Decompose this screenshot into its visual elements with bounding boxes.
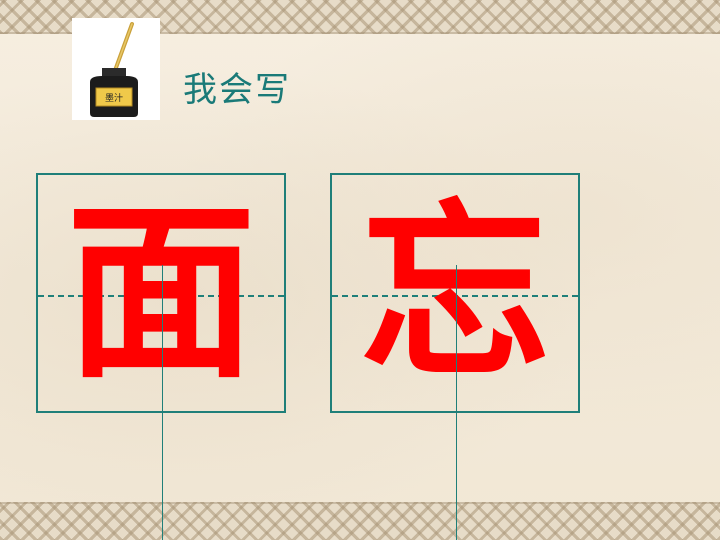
decorative-border-bottom <box>0 502 720 540</box>
horizontal-guide-line <box>38 295 284 297</box>
page-title: 我会写 <box>183 70 291 110</box>
writing-grid-2: 忘 <box>330 173 580 540</box>
horizontal-guide-line <box>332 295 578 297</box>
ink-label-text: 墨汁 <box>105 92 123 104</box>
character-2: 忘 <box>359 181 550 404</box>
ink-bottle-icon: 墨汁 <box>72 18 160 120</box>
vertical-guide-line <box>162 265 163 540</box>
vertical-guide-line <box>456 265 457 540</box>
writing-grid-1: 面 <box>36 173 286 540</box>
character-1: 面 <box>65 181 256 404</box>
